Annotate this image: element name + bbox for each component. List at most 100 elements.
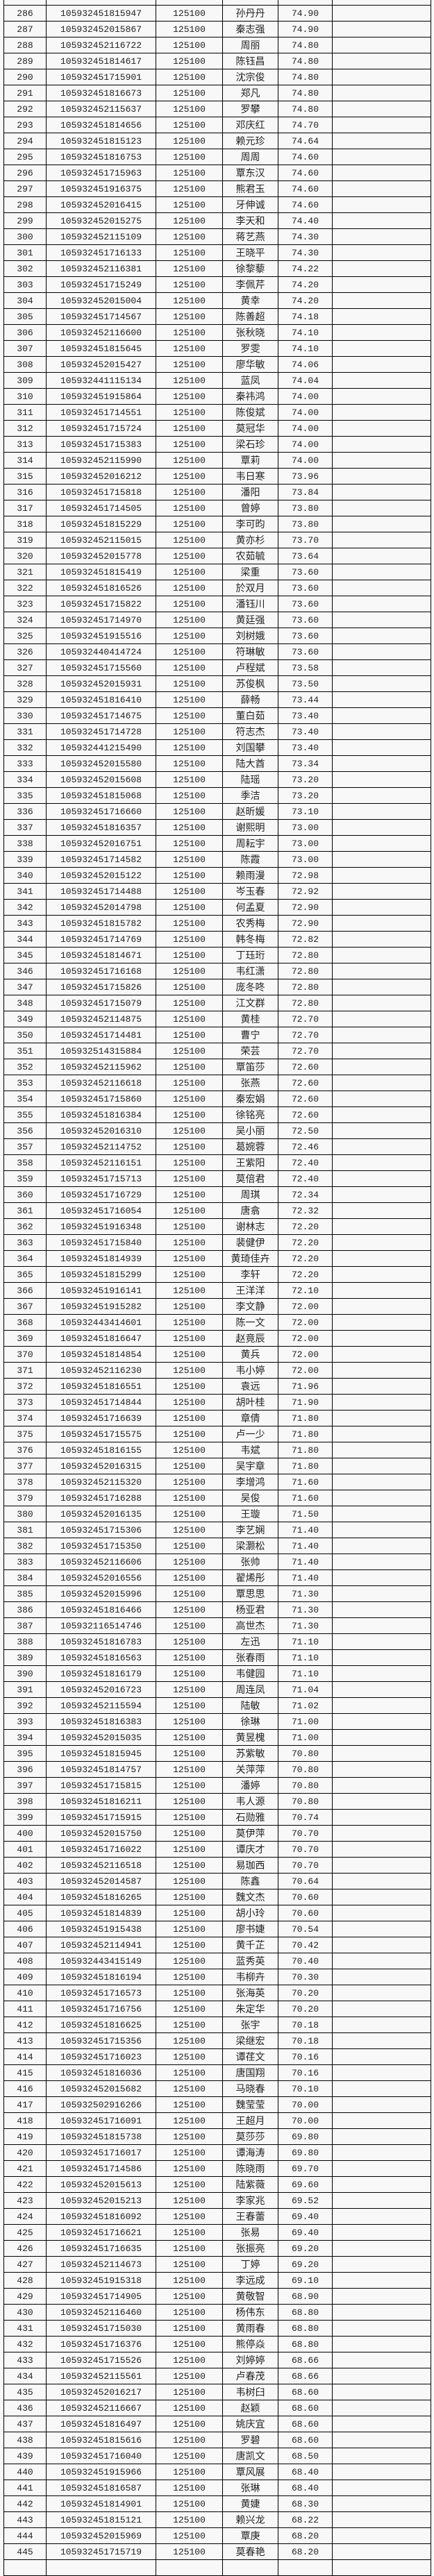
exam-id: 105932451816211 bbox=[46, 1793, 156, 1810]
score: 73.64 bbox=[278, 548, 333, 564]
remark-cell bbox=[332, 1761, 431, 1778]
table-row: 289 105932451814617 125100 陈钰昌 74.80 bbox=[3, 53, 431, 69]
major-code: 125100 bbox=[156, 1202, 223, 1219]
table-row: 346 105932451716168 125100 韦红潇 72.80 bbox=[3, 963, 431, 979]
remark-cell bbox=[332, 1442, 431, 1458]
candidate-name: 陆紫薇 bbox=[222, 2176, 278, 2193]
remark-cell bbox=[332, 404, 431, 421]
candidate-name: 裴健伊 bbox=[222, 1234, 278, 1251]
row-index: 419 bbox=[3, 2128, 47, 2145]
score: 74.60 bbox=[278, 165, 333, 181]
candidate-name: 张琳 bbox=[222, 2480, 278, 2496]
score: 69.60 bbox=[278, 2176, 333, 2193]
table-row: 341 105932451714488 125100 岑玉春 72.92 bbox=[3, 883, 431, 900]
table-row: 344 105932451714769 125100 韩冬梅 72.82 bbox=[3, 931, 431, 948]
row-index: 287 bbox=[3, 21, 47, 37]
major-code: 125100 bbox=[156, 659, 223, 676]
remark-cell bbox=[332, 1314, 431, 1331]
major-code: 125100 bbox=[156, 1538, 223, 1554]
score: 72.00 bbox=[278, 1314, 333, 1331]
table-row: 326 105932440414724 125100 符琳敏 73.60 bbox=[3, 643, 431, 660]
exam-id: 105932451716168 bbox=[46, 963, 156, 979]
candidate-name: 黄雨春 bbox=[222, 2320, 278, 2337]
table-row: 343 105932451815782 125100 农秀梅 72.90 bbox=[3, 915, 431, 932]
major-code: 125100 bbox=[156, 2416, 223, 2432]
table-row: 414 105932451716023 125100 谭荏文 70.16 bbox=[3, 2048, 431, 2065]
major-code: 125100 bbox=[156, 803, 223, 820]
table-row: 325 105932451915516 125100 刘树娥 73.60 bbox=[3, 628, 431, 644]
exam-id: 105932452116600 bbox=[46, 324, 156, 341]
candidate-name: 陈晓雨 bbox=[222, 2160, 278, 2177]
remark-cell bbox=[332, 436, 431, 453]
exam-id: 105932441115134 bbox=[46, 372, 156, 389]
score: 74.20 bbox=[278, 276, 333, 293]
table-row: 428 105932451915318 125100 李远成 69.10 bbox=[3, 2272, 431, 2289]
row-index: 322 bbox=[3, 580, 47, 596]
remark-cell bbox=[332, 867, 431, 884]
exam-id: 105932451714675 bbox=[46, 707, 156, 724]
exam-id: 105932451714567 bbox=[46, 308, 156, 325]
score: 74.04 bbox=[278, 372, 333, 389]
score: 71.96 bbox=[278, 1378, 333, 1395]
candidate-name: 王洋洋 bbox=[222, 1282, 278, 1299]
major-code: 125100 bbox=[156, 963, 223, 979]
candidate-name: 庞冬咚 bbox=[222, 979, 278, 995]
score: 68.90 bbox=[278, 2288, 333, 2305]
major-code: 125100 bbox=[156, 1330, 223, 1347]
score: 73.10 bbox=[278, 803, 333, 820]
remark-cell bbox=[332, 899, 431, 916]
major-code: 125100 bbox=[156, 755, 223, 772]
candidate-name: 关萍萍 bbox=[222, 1761, 278, 1778]
candidate-name: 陈钰昌 bbox=[222, 53, 278, 69]
remark-cell bbox=[332, 691, 431, 708]
row-index: 442 bbox=[3, 2495, 47, 2512]
exam-id: 105932451815945 bbox=[46, 1745, 156, 1762]
cell bbox=[278, 2559, 333, 2576]
major-code: 125100 bbox=[156, 1633, 223, 1650]
score: 74.00 bbox=[278, 436, 333, 453]
exam-id: 105932451915438 bbox=[46, 1921, 156, 1937]
remark-cell bbox=[332, 2224, 431, 2241]
row-index: 299 bbox=[3, 212, 47, 229]
row-index: 410 bbox=[3, 1985, 47, 2001]
table-row: 379 105932451716288 125100 吴俊 71.60 bbox=[3, 1490, 431, 1506]
exam-id: 105932452114941 bbox=[46, 1937, 156, 1953]
row-index: 368 bbox=[3, 1314, 47, 1331]
candidate-name: 韦柳卉 bbox=[222, 1969, 278, 1985]
remark-cell bbox=[332, 596, 431, 612]
remark-cell bbox=[332, 1585, 431, 1602]
major-code: 125100 bbox=[156, 1106, 223, 1123]
row-index: 328 bbox=[3, 675, 47, 692]
exam-id: 105932451716091 bbox=[46, 2112, 156, 2129]
score: 70.00 bbox=[278, 2096, 333, 2113]
score: 68.80 bbox=[278, 2304, 333, 2321]
table-row: 322 105932451816526 125100 於双月 73.60 bbox=[3, 580, 431, 596]
major-code: 125100 bbox=[156, 2176, 223, 2193]
table-row: 368 105932443414601 125100 陈一文 72.00 bbox=[3, 1314, 431, 1331]
candidate-name: 王璇 bbox=[222, 1506, 278, 1522]
candidate-name: 谢熙明 bbox=[222, 819, 278, 836]
score: 73.50 bbox=[278, 675, 333, 692]
table-row: 395 105932451815945 125100 苏紫敏 70.80 bbox=[3, 1745, 431, 1762]
score: 74.00 bbox=[278, 452, 333, 469]
remark-cell bbox=[332, 1713, 431, 1730]
row-index: 377 bbox=[3, 1458, 47, 1474]
candidate-name: 唐凯文 bbox=[222, 2448, 278, 2464]
exam-id: 105932452115561 bbox=[46, 2368, 156, 2384]
major-code: 125100 bbox=[156, 53, 223, 69]
candidate-name: 赖兴龙 bbox=[222, 2511, 278, 2528]
candidate-name: 王春蕾 bbox=[222, 2208, 278, 2225]
candidate-name: 徐黎藜 bbox=[222, 260, 278, 277]
exam-id: 105932451716017 bbox=[46, 2144, 156, 2161]
score: 74.60 bbox=[278, 196, 333, 213]
major-code: 125100 bbox=[156, 1745, 223, 1762]
major-code: 125100 bbox=[156, 2192, 223, 2209]
remark-cell bbox=[332, 1330, 431, 1347]
major-code: 125100 bbox=[156, 196, 223, 213]
remark-cell bbox=[332, 324, 431, 341]
major-code: 125100 bbox=[156, 1075, 223, 1091]
row-index: 302 bbox=[3, 260, 47, 277]
major-code: 125100 bbox=[156, 1873, 223, 1889]
remark-cell bbox=[332, 1953, 431, 1969]
exam-id: 105932452115320 bbox=[46, 1474, 156, 1490]
